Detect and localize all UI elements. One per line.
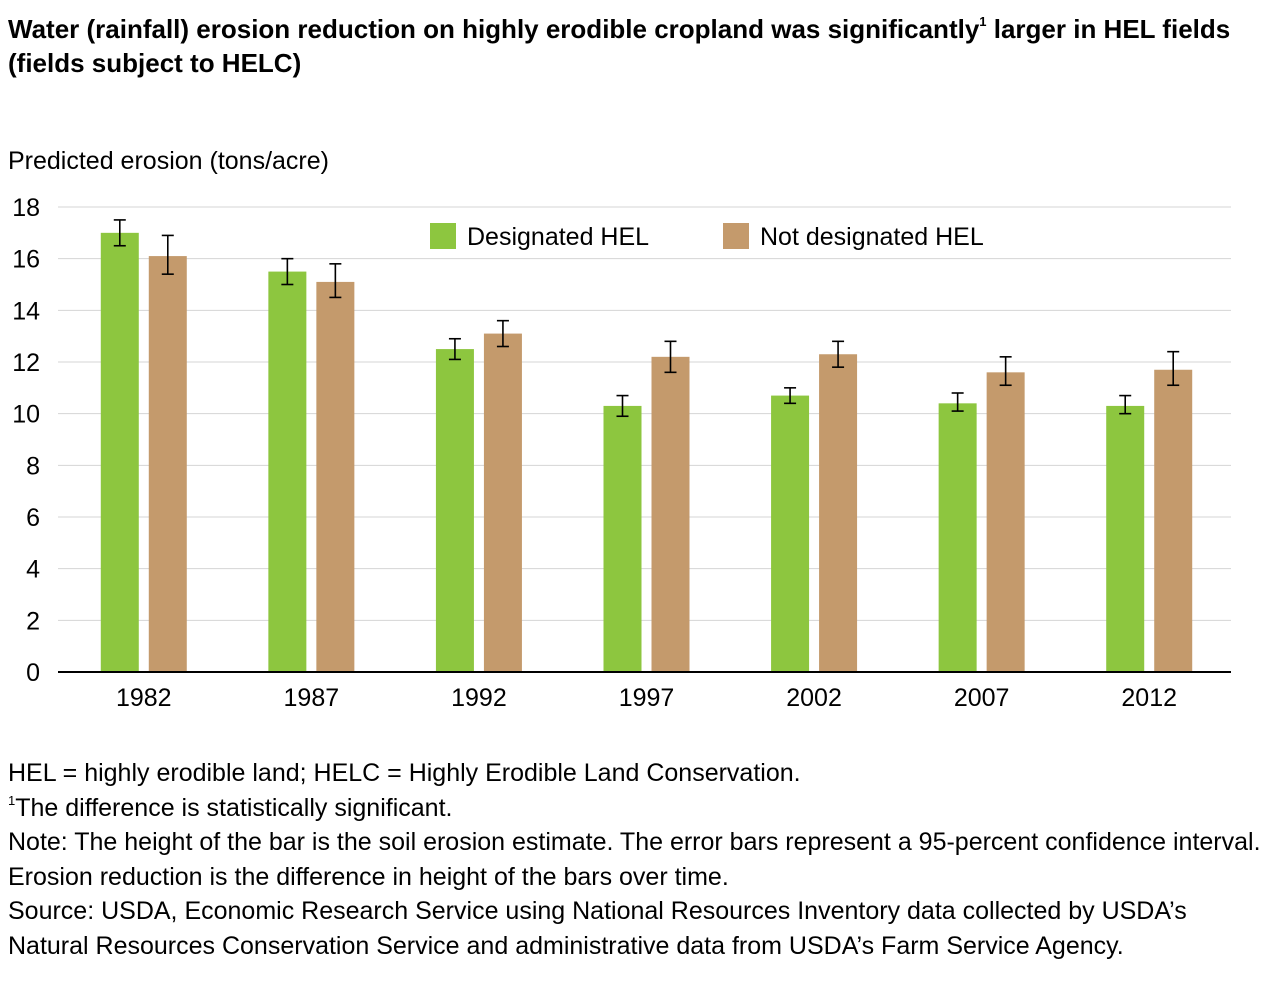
legend-label: Designated HEL [467, 223, 649, 251]
y-tick-label: 16 [12, 246, 40, 274]
bar [1154, 369, 1193, 672]
y-tick-label: 2 [26, 607, 40, 635]
bar [268, 271, 307, 672]
bars [100, 232, 1193, 673]
bar [316, 281, 355, 672]
x-tick-label: 1987 [284, 684, 340, 712]
error-bar [448, 337, 461, 361]
y-tick-label: 12 [12, 349, 40, 377]
legend-item: Not designated HEL [723, 223, 984, 251]
bar [938, 403, 977, 672]
chart-title: Water (rainfall) erosion reduction on hi… [8, 14, 1231, 78]
legend-swatch [723, 223, 749, 249]
bar [771, 395, 810, 672]
gridlines [58, 206, 1231, 621]
y-tick-label: 8 [26, 452, 40, 480]
error-bar [329, 263, 342, 299]
error-bar [832, 340, 845, 368]
error-bar [281, 257, 294, 286]
error-bar [1119, 394, 1132, 415]
x-tick-label: 2012 [1121, 684, 1177, 712]
bar [1106, 405, 1145, 672]
legend-label: Not designated HEL [760, 223, 984, 251]
error-bar [616, 394, 629, 418]
x-tick-label: 1982 [116, 684, 172, 712]
error-bar [113, 219, 126, 247]
y-axis-label: Predicted erosion (tons/acre) [8, 147, 329, 175]
bar [986, 372, 1025, 672]
legend: Designated HEL Not designated HEL [430, 223, 984, 251]
error-bar [1167, 350, 1180, 387]
bar [651, 356, 690, 672]
bar [100, 232, 139, 673]
x-tick-label: 2002 [786, 684, 842, 712]
y-tick-label: 0 [26, 659, 40, 687]
x-axis-ticks: 1982 1987 1992 1997 2002 2007 2012 [116, 684, 1177, 712]
error-bar [161, 234, 174, 275]
error-bars [113, 219, 1180, 418]
y-tick-label: 14 [12, 297, 40, 325]
bar [483, 333, 522, 672]
legend-item: Designated HEL [430, 223, 649, 251]
error-bar [496, 319, 509, 348]
y-tick-label: 4 [26, 556, 40, 584]
y-axis-ticks: 0 2 4 6 8 10 12 14 16 18 [12, 194, 40, 687]
definitions-note: HEL = highly erodible land; HELC = Highl… [8, 759, 801, 787]
y-tick-label: 18 [12, 194, 40, 222]
bar [435, 349, 474, 672]
y-tick-label: 10 [12, 401, 40, 429]
bar [603, 405, 642, 672]
bar [819, 354, 858, 672]
bar [148, 256, 187, 672]
legend-swatch [430, 223, 456, 249]
source-note: Source: USDA, Economic Research Service … [8, 897, 1187, 960]
chart-notes: HEL = highly erodible land; HELC = Highl… [8, 756, 1263, 963]
x-tick-label: 1997 [619, 684, 675, 712]
error-bar [951, 392, 964, 412]
error-bar [784, 387, 797, 405]
error-bar [999, 356, 1012, 387]
method-note: Note: The height of the bar is the soil … [8, 828, 1261, 891]
y-tick-label: 6 [26, 504, 40, 532]
footnote: 1The difference is statistically signifi… [8, 792, 453, 822]
x-tick-label: 1992 [451, 684, 507, 712]
bar-chart: Predicted erosion (tons/acre) 0 2 4 6 8 10 12 1… [8, 147, 1231, 712]
x-tick-label: 2007 [954, 684, 1010, 712]
error-bar [664, 340, 677, 374]
